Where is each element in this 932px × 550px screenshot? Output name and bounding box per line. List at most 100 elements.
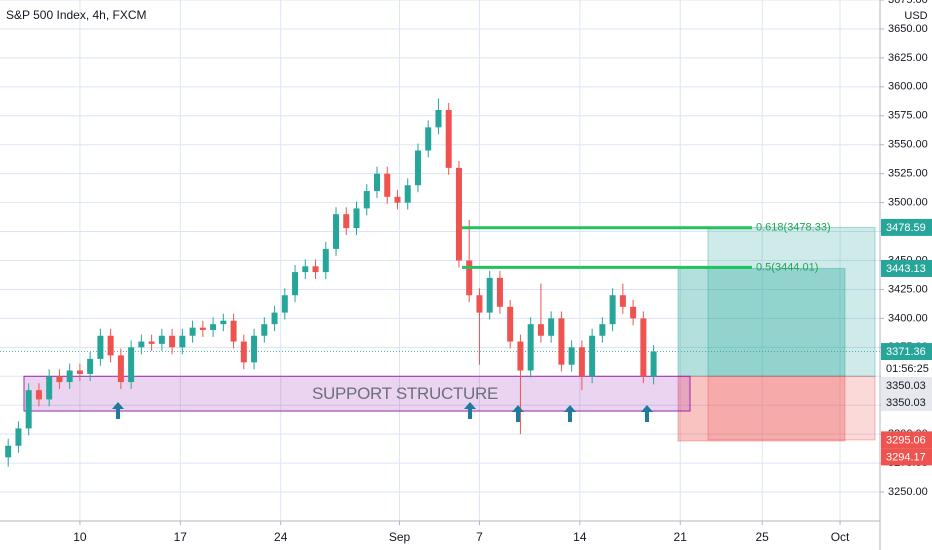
support-zone [23,375,691,412]
chart-title: S&P 500 Index, 4h, FXCM [6,8,147,22]
x-tick-label: 21 [674,530,688,544]
candle-body [292,272,299,296]
price-label-bg [881,343,932,361]
price-label-bg [881,431,932,449]
overlay: 0.618(3478.33) 0.5(3444.01) [462,222,831,273]
candle-body [619,295,626,307]
arrow [641,405,653,422]
candle-body [486,277,493,313]
price-label: 3350.03 [886,380,926,392]
candle-body [466,260,473,296]
profit-zone [677,267,846,377]
candle-body [476,295,483,313]
candle-body [35,390,42,400]
candle-body [210,324,217,330]
candle-body [56,376,63,383]
candle-body [343,214,350,229]
candle-body [5,445,12,458]
candle-body [333,214,340,249]
candle-body [599,324,606,336]
x-tick-label: 7 [476,530,483,544]
candle-body [548,318,555,336]
fib-label: 0.5(3444.01) [756,261,818,273]
candle-body [25,390,32,429]
x-tick-label: 10 [73,530,87,544]
candle-body [240,341,247,363]
candle-body [322,248,329,273]
candle-body [558,318,565,365]
candle-body [363,191,370,209]
arrows [112,402,653,422]
candle-body [394,196,401,203]
candle-body [496,277,503,307]
price-label-bg [881,394,932,412]
y-tick-label: 3250.00 [888,486,928,498]
candle-body [384,173,391,197]
candle-body [251,335,258,363]
candle-body [138,341,145,348]
candle-body [517,341,524,371]
y-tick-label: 3525.00 [888,168,928,180]
stop-zone [677,375,846,442]
candle-body [373,173,380,192]
candle-body [650,351,657,377]
candle-body [128,347,135,383]
candle-body [578,347,585,377]
candle-body [230,320,237,342]
candle-body [148,341,155,344]
price-label: 3350.03 [886,397,926,409]
candle-body [435,109,442,128]
x-tick-label: 25 [756,530,770,544]
y-tick-label: 3625.00 [888,52,928,64]
x-tick-label: Oct [831,530,850,544]
candle-body [589,335,596,377]
candle-body [199,327,206,330]
arrow [512,405,524,422]
price-label-bg [881,448,932,466]
candle-body [97,335,104,359]
candle-body [455,167,462,261]
y-tick-label: 3425.00 [888,283,928,295]
arrow [464,402,476,419]
x-tick-label: Sep [389,530,411,544]
stop-zone [707,375,876,441]
candles [5,98,657,467]
candle-body [220,320,227,325]
candle-body [281,295,288,313]
candle-body [66,370,73,383]
currency: USD [904,10,927,22]
candle-body [640,318,647,377]
price-label-bg [881,259,932,277]
candle-body [537,324,544,336]
x-tick-label: 14 [573,530,587,544]
candle-body [107,335,114,356]
price-label: 3295.06 [886,434,926,446]
y-tick-label: 3675.00 [888,0,928,6]
y-tick-label: 3550.00 [888,139,928,151]
candle-body [261,324,268,336]
candle-body [169,335,176,348]
candle-body [189,327,196,336]
price-label-bg [881,218,932,236]
candle-body [425,127,432,151]
candle-body [609,295,616,325]
candle-body [312,266,319,273]
fib-label: 0.618(3478.33) [756,222,831,234]
price-label: 3443.13 [886,263,926,275]
x-tick-label: 17 [174,530,188,544]
y-tick-label: 3650.00 [888,23,928,35]
price-label: 3294.17 [886,451,926,463]
candle-body [76,370,83,374]
x-tick-label: 24 [274,530,288,544]
price-label-bg [881,360,932,378]
price-label: 3371.36 [886,346,926,358]
candle-body [15,428,22,446]
y-tick-label: 3575.00 [888,110,928,122]
y-tick-label: 3600.00 [888,81,928,93]
candle-body [404,185,411,203]
candle-body [117,355,124,383]
candle-body [271,312,278,325]
price-label: 01:56:25 [886,363,929,375]
zones: SUPPORT STRUCTURE [0,226,880,442]
